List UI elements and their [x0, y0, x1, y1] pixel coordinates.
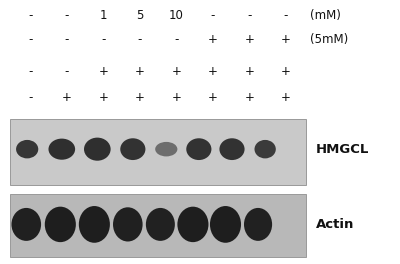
Ellipse shape	[120, 138, 146, 160]
Ellipse shape	[113, 207, 143, 242]
Text: +: +	[208, 91, 218, 104]
Text: -: -	[64, 33, 69, 46]
Text: -: -	[210, 9, 215, 22]
Text: HMGCL: HMGCL	[316, 143, 369, 156]
Ellipse shape	[12, 208, 41, 241]
Ellipse shape	[210, 206, 241, 243]
Text: +: +	[171, 65, 181, 78]
Ellipse shape	[254, 140, 276, 158]
Ellipse shape	[177, 207, 208, 242]
Text: +: +	[208, 65, 218, 78]
Text: +: +	[281, 65, 291, 78]
Text: +: +	[281, 33, 291, 46]
Text: Actin: Actin	[316, 218, 354, 231]
Ellipse shape	[84, 138, 111, 161]
Text: -: -	[28, 9, 32, 22]
Text: +: +	[208, 33, 218, 46]
Text: -: -	[28, 65, 32, 78]
Text: +: +	[98, 91, 108, 104]
Text: -: -	[284, 9, 288, 22]
Text: +: +	[98, 65, 108, 78]
Text: +: +	[244, 91, 254, 104]
Ellipse shape	[220, 138, 244, 160]
Ellipse shape	[45, 207, 76, 242]
Text: -: -	[101, 33, 106, 46]
Text: (mM): (mM)	[310, 9, 341, 22]
Ellipse shape	[155, 142, 177, 156]
Text: 5: 5	[136, 9, 144, 22]
Text: -: -	[28, 33, 32, 46]
Text: +: +	[171, 91, 181, 104]
Text: -: -	[138, 33, 142, 46]
Text: -: -	[247, 9, 252, 22]
Text: 1: 1	[100, 9, 107, 22]
Ellipse shape	[244, 208, 272, 241]
Text: +: +	[244, 65, 254, 78]
Text: 10: 10	[169, 9, 184, 22]
Text: +: +	[281, 91, 291, 104]
Ellipse shape	[79, 206, 110, 243]
Bar	[10, 194, 306, 257]
Ellipse shape	[186, 138, 212, 160]
Bar	[10, 119, 306, 185]
Text: -: -	[174, 33, 178, 46]
Text: -: -	[64, 9, 69, 22]
Text: (5mM): (5mM)	[310, 33, 348, 46]
Text: -: -	[28, 91, 32, 104]
Ellipse shape	[146, 208, 175, 241]
Text: +: +	[135, 91, 145, 104]
Text: -: -	[64, 65, 69, 78]
Text: +: +	[244, 33, 254, 46]
Ellipse shape	[16, 140, 38, 158]
Text: +: +	[62, 91, 72, 104]
Ellipse shape	[48, 139, 75, 160]
Text: +: +	[135, 65, 145, 78]
